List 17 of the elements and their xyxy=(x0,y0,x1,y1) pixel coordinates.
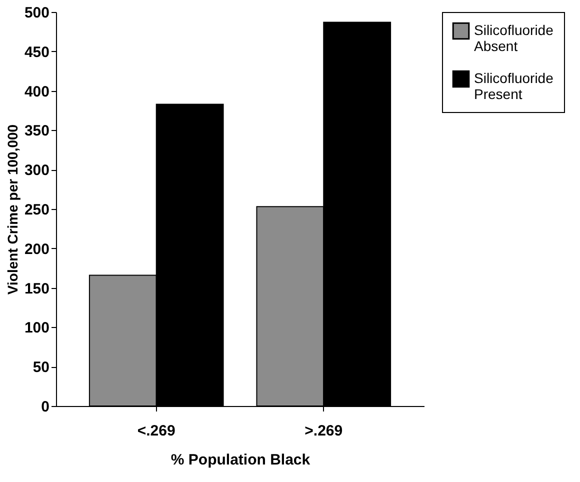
y-tick-label: 500 xyxy=(24,4,50,22)
y-tick-label: 50 xyxy=(32,359,50,376)
y-tick-label: 400 xyxy=(24,83,50,100)
x-tick-label: <.269 xyxy=(137,422,176,440)
x-tick-label: >.269 xyxy=(304,422,343,440)
y-tick-label: 350 xyxy=(24,122,50,140)
x-axis-title: % Population Black xyxy=(170,452,311,468)
y-tick-label: 100 xyxy=(24,320,50,337)
y-axis-title: Violent Crime per 100,000 xyxy=(4,124,20,295)
y-tick-label: 450 xyxy=(24,44,50,61)
y-tick-label: 200 xyxy=(24,240,50,258)
y-tick-label: 0 xyxy=(41,398,50,416)
y-tick-label: 300 xyxy=(24,162,50,180)
legend-label: Silicofluoride Present xyxy=(474,70,554,102)
y-tick-label: 250 xyxy=(24,202,50,218)
y-tick-label: 150 xyxy=(24,280,50,298)
legend-label: Silicofluoride Absent xyxy=(474,22,554,54)
